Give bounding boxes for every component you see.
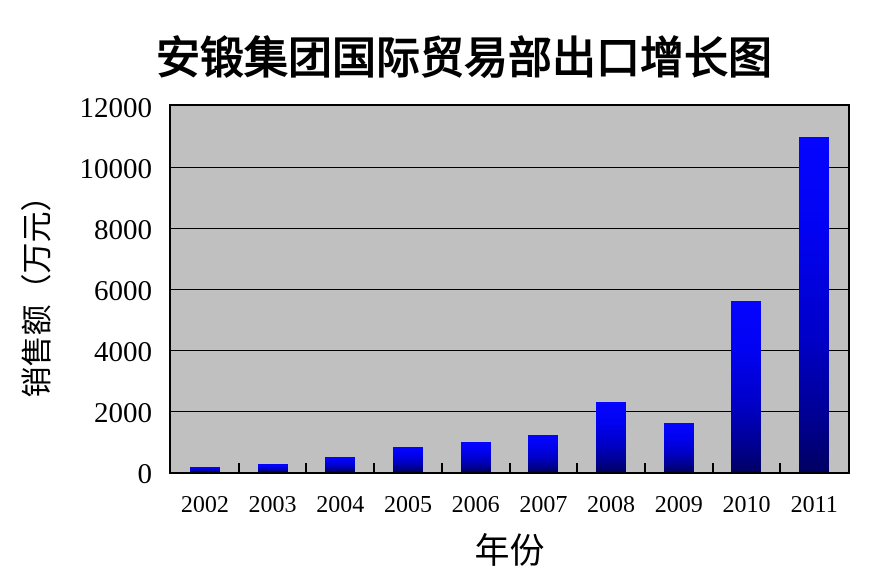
gridline-6000 — [171, 289, 848, 290]
x-axis-tick — [643, 463, 646, 472]
x-tick-label-2005: 2005 — [383, 492, 432, 518]
bar-2010 — [731, 301, 762, 472]
x-tick-label-2008: 2008 — [587, 492, 636, 518]
x-tick-label-2004: 2004 — [316, 492, 365, 518]
y-tick-label-4000: 4000 — [94, 336, 152, 368]
y-tick-label-0: 0 — [137, 458, 153, 490]
x-tick-label-2011: 2011 — [790, 492, 838, 518]
x-tick-label-2003: 2003 — [248, 492, 297, 518]
x-axis-tick — [373, 463, 376, 472]
x-axis-tick — [711, 463, 714, 472]
x-axis-tick — [440, 463, 443, 472]
gridline-10000 — [171, 167, 848, 168]
gridline-4000 — [171, 350, 848, 351]
x-axis-tick — [237, 463, 240, 472]
x-axis-tick — [508, 463, 511, 472]
x-axis-tick — [305, 463, 308, 472]
bar-2005 — [392, 446, 423, 472]
x-axis-tick — [576, 463, 579, 472]
plot-area — [169, 104, 850, 474]
bar-2011 — [799, 136, 830, 472]
y-tick-label-6000: 6000 — [94, 275, 152, 307]
bar-2003 — [257, 464, 288, 472]
bar-2008 — [596, 401, 627, 472]
bar-2006 — [460, 441, 491, 472]
y-tick-label-12000: 12000 — [79, 92, 153, 124]
x-tick-label-2010: 2010 — [722, 492, 771, 518]
y-tick-label-8000: 8000 — [94, 214, 152, 246]
x-tick-label-2006: 2006 — [451, 492, 500, 518]
bar-2004 — [325, 456, 356, 472]
bar-2002 — [189, 467, 220, 472]
x-axis-tick-labels: 2002 2003 2004 2005 2006 2007 2008 2009 2010 2011 — [169, 492, 850, 518]
x-tick-label-2007: 2007 — [519, 492, 568, 518]
x-axis-title: 年份 — [474, 532, 545, 571]
x-tick-label-2002: 2002 — [180, 492, 229, 518]
x-axis-tick — [779, 463, 782, 472]
y-tick-label-10000: 10000 — [79, 153, 153, 185]
bar-2009 — [663, 423, 694, 472]
y-axis-tick-labels: 0 2000 4000 6000 8000 10000 12000 — [0, 93, 153, 489]
y-tick-label-2000: 2000 — [94, 397, 152, 429]
x-tick-label-2009: 2009 — [654, 492, 703, 518]
gridline-8000 — [171, 228, 848, 229]
chart-title: 安锻集团国际贸易部出口增长图 — [156, 34, 772, 83]
bar-2007 — [528, 435, 559, 472]
gridline-2000 — [171, 411, 848, 412]
